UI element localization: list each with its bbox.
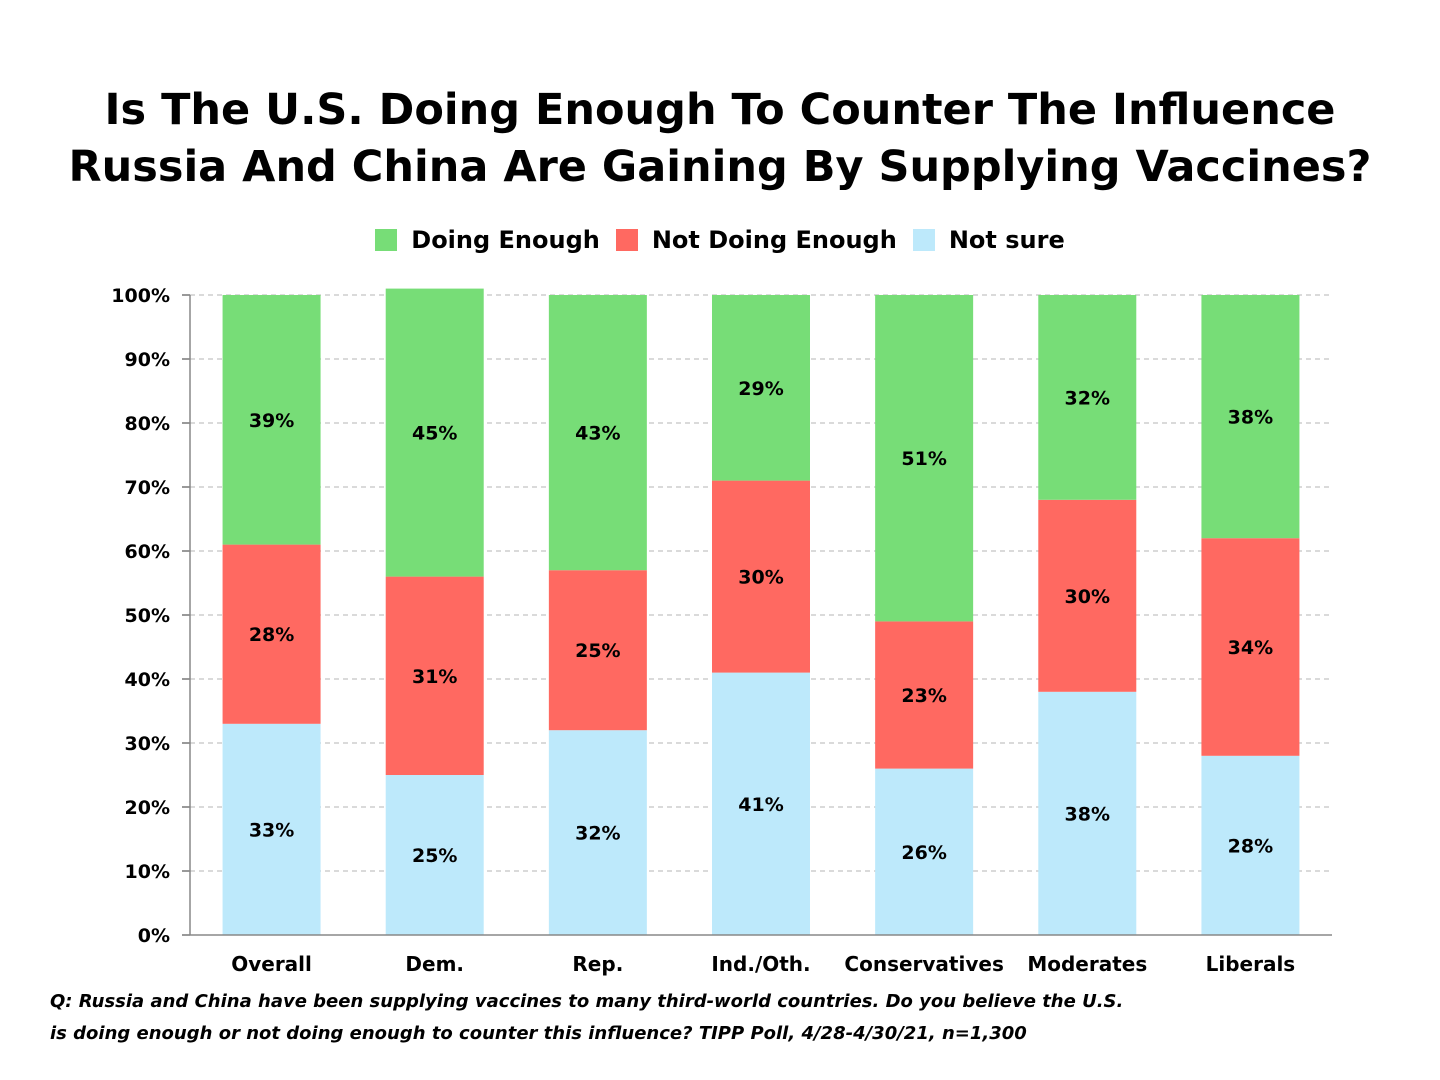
y-tick-label: 60% xyxy=(125,541,170,563)
data-label-doing-enough: 38% xyxy=(1228,407,1273,429)
bar-not-doing-enough xyxy=(712,480,810,673)
bar-not-doing-enough xyxy=(222,544,321,724)
data-label-not-sure: 32% xyxy=(575,823,620,845)
y-tick-label: 10% xyxy=(125,861,170,883)
data-label-doing-enough: 39% xyxy=(249,410,294,432)
bar-doing-enough xyxy=(385,288,484,577)
data-label-not-sure: 25% xyxy=(412,845,457,867)
bar-not-sure xyxy=(875,768,974,935)
bar-not-doing-enough xyxy=(875,621,974,769)
x-tick-label: Dem. xyxy=(405,952,464,976)
x-tick-label: Overall xyxy=(231,952,312,976)
y-tick-label: 50% xyxy=(125,605,170,627)
data-label-not-doing-enough: 31% xyxy=(412,666,457,688)
chart-title-line-1: Is The U.S. Doing Enough To Counter The … xyxy=(104,85,1336,135)
bar-not-doing-enough xyxy=(548,570,647,731)
bar-not-doing-enough xyxy=(1201,538,1300,756)
data-label-doing-enough: 43% xyxy=(575,423,620,445)
chart-legend: Doing Enough Not Doing Enough Not sure xyxy=(0,226,1440,254)
bar-not-sure xyxy=(548,730,647,935)
data-label-not-sure: 28% xyxy=(1228,835,1273,857)
data-label-not-doing-enough: 23% xyxy=(901,685,946,707)
bar-not-sure xyxy=(1038,691,1137,935)
y-tick-label: 20% xyxy=(125,797,170,819)
y-tick-label: 80% xyxy=(125,413,170,435)
legend-item-not-sure: Not sure xyxy=(912,226,1065,254)
data-label-not-doing-enough: 25% xyxy=(575,640,620,662)
y-tick-label: 90% xyxy=(125,349,170,371)
bar-doing-enough xyxy=(1201,295,1300,539)
y-tick-label: 100% xyxy=(111,285,170,307)
legend-swatch-not-sure xyxy=(912,229,935,251)
y-tick-label: 0% xyxy=(138,925,170,947)
bar-not-sure xyxy=(385,775,484,935)
bar-doing-enough xyxy=(875,295,974,622)
x-tick-label: Rep. xyxy=(572,952,623,976)
data-label-not-sure: 41% xyxy=(738,794,783,816)
legend-item-not-doing-enough: Not Doing Enough xyxy=(615,226,897,254)
data-label-doing-enough: 51% xyxy=(901,448,946,470)
data-label-doing-enough: 32% xyxy=(1065,387,1110,409)
x-tick-label: Liberals xyxy=(1206,952,1296,976)
data-label-doing-enough: 45% xyxy=(412,423,457,445)
y-tick-label: 40% xyxy=(125,669,170,691)
data-label-doing-enough: 29% xyxy=(738,378,783,400)
legend-label-doing-enough: Doing Enough xyxy=(411,226,600,254)
y-tick-label: 30% xyxy=(125,733,170,755)
data-label-not-doing-enough: 30% xyxy=(738,567,783,589)
footnote-line-2: is doing enough or not doing enough to c… xyxy=(50,1023,1027,1044)
data-label-not-doing-enough: 34% xyxy=(1228,637,1273,659)
chart-title-line-2: Russia And China Are Gaining By Supplyin… xyxy=(68,142,1372,192)
data-label-not-doing-enough: 30% xyxy=(1065,586,1110,608)
legend-label-not-sure: Not sure xyxy=(948,226,1065,254)
legend-swatch-doing-enough xyxy=(375,229,398,251)
x-tick-label: Conservatives xyxy=(844,952,1003,976)
bar-not-sure xyxy=(222,723,321,935)
bar-not-sure xyxy=(712,672,810,935)
footnote-line-1: Q: Russia and China have been supplying … xyxy=(50,991,1124,1012)
footnote: Q: Russia and China have been supplying … xyxy=(50,986,1123,1050)
bar-not-sure xyxy=(1201,755,1300,935)
x-tick-label: Moderates xyxy=(1027,952,1147,976)
bar-not-doing-enough xyxy=(1038,499,1137,692)
legend-item-doing-enough: Doing Enough xyxy=(375,226,600,254)
data-label-not-sure: 38% xyxy=(1065,803,1110,825)
bar-doing-enough xyxy=(222,295,321,545)
data-label-not-sure: 33% xyxy=(249,819,294,841)
x-tick-label: Ind./Oth. xyxy=(711,952,810,976)
bar-doing-enough xyxy=(712,295,810,481)
bar-doing-enough xyxy=(548,295,647,571)
data-label-not-sure: 26% xyxy=(901,842,946,864)
data-label-not-doing-enough: 28% xyxy=(249,624,294,646)
y-tick-label: 70% xyxy=(125,477,170,499)
bar-not-doing-enough xyxy=(385,576,484,775)
bar-doing-enough xyxy=(1038,295,1137,500)
chart-title: Is The U.S. Doing Enough To Counter The … xyxy=(0,82,1440,196)
legend-swatch-not-doing-enough xyxy=(615,229,638,251)
legend-label-not-doing-enough: Not Doing Enough xyxy=(651,226,897,254)
